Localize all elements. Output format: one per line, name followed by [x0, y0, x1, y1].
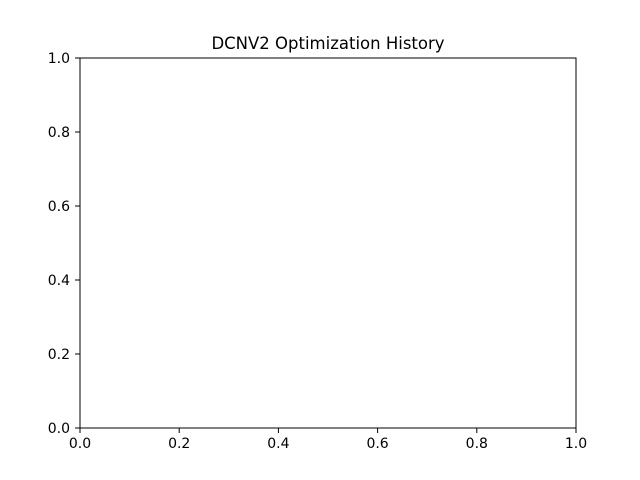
x-tick-label: 0.6	[366, 436, 388, 452]
y-tick-label: 0.4	[48, 273, 70, 289]
chart-title: DCNV2 Optimization History	[211, 34, 444, 53]
y-tick-label: 1.0	[48, 51, 70, 67]
x-axis: 0.0 0.2 0.4 0.6 0.8 1.0	[69, 428, 587, 452]
x-tick-label: 0.8	[466, 436, 488, 452]
y-tick-label: 0.8	[48, 125, 70, 141]
x-tick-label: 0.4	[267, 436, 289, 452]
y-tick-label: 0.0	[48, 421, 70, 437]
x-tick-label: 0.0	[69, 436, 91, 452]
y-axis: 0.0 0.2 0.4 0.6 0.8 1.0	[48, 51, 80, 437]
y-tick-label: 0.2	[48, 347, 70, 363]
x-tick-label: 0.2	[168, 436, 190, 452]
plot-area	[79, 57, 577, 429]
x-tick-label: 1.0	[565, 436, 587, 452]
y-tick-label: 0.6	[48, 199, 70, 215]
